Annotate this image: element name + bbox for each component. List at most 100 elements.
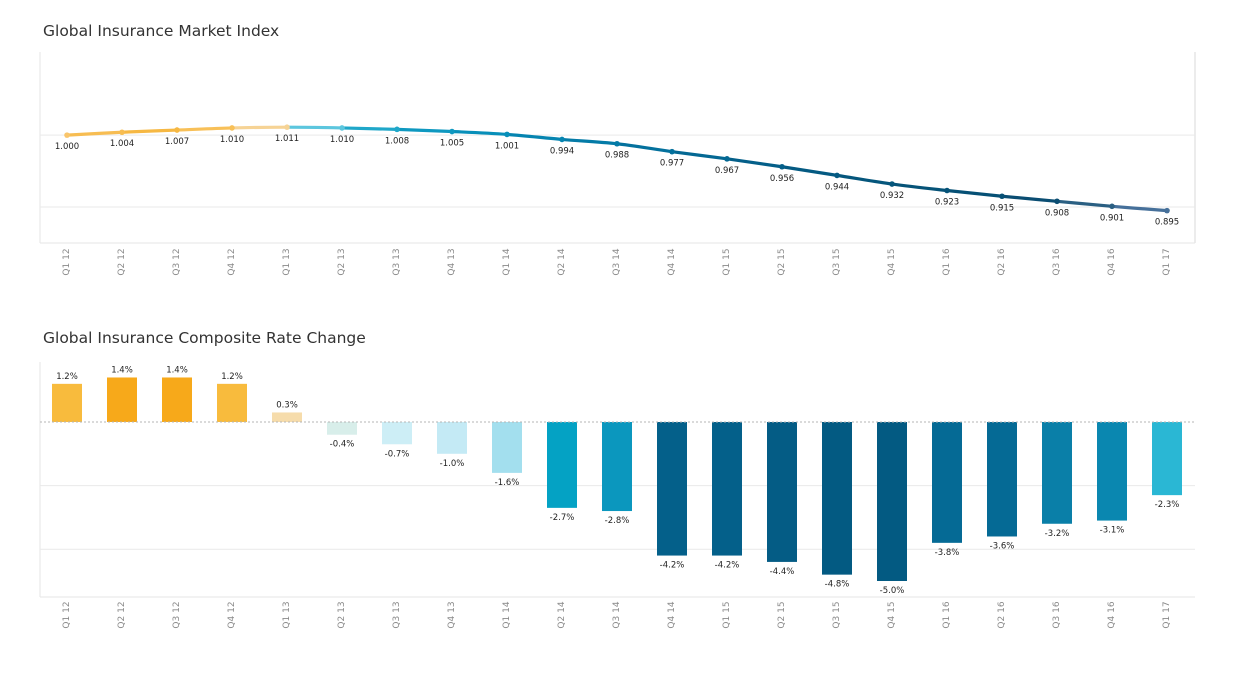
bar xyxy=(932,422,962,543)
bar xyxy=(272,412,302,422)
x-tick-label: Q2 16 xyxy=(997,601,1007,628)
x-tick-label: Q4 14 xyxy=(667,248,677,275)
x-tick-label: Q4 12 xyxy=(227,601,237,628)
line-point xyxy=(284,124,290,131)
bar-data-label: -0.7% xyxy=(385,449,410,459)
bar xyxy=(107,377,137,422)
bar-data-label: -1.0% xyxy=(440,459,465,469)
line-point xyxy=(944,187,950,194)
bar-data-label: -4.2% xyxy=(660,561,685,571)
line-series-segment xyxy=(230,125,289,130)
x-tick-label: Q1 17 xyxy=(1162,248,1172,275)
line-data-label: 0.895 xyxy=(1155,218,1179,228)
bar xyxy=(547,422,577,508)
x-tick-label: Q1 16 xyxy=(942,248,952,275)
line-series-segment xyxy=(890,182,949,193)
bar-data-label: -3.6% xyxy=(990,541,1015,551)
bar-data-label: -4.4% xyxy=(770,567,795,577)
line-series-segment xyxy=(725,157,784,169)
line-chart-title: Global Insurance Market Index xyxy=(43,22,280,40)
bar xyxy=(822,422,852,575)
line-series-segment xyxy=(780,165,839,177)
x-tick-label: Q1 14 xyxy=(502,601,512,628)
line-point xyxy=(504,131,510,138)
bar xyxy=(767,422,797,562)
x-tick-label: Q1 17 xyxy=(1162,601,1172,628)
line-data-label: 0.967 xyxy=(715,166,739,176)
line-series-segment xyxy=(340,126,399,131)
bar xyxy=(382,422,412,445)
bar xyxy=(877,422,907,581)
line-data-label: 0.915 xyxy=(990,203,1014,213)
bar xyxy=(327,422,357,435)
line-data-label: 0.908 xyxy=(1045,208,1069,218)
bar xyxy=(217,383,247,422)
line-point xyxy=(724,156,730,162)
line-series-segment xyxy=(505,132,564,142)
x-tick-label: Q3 13 xyxy=(392,601,402,628)
line-point xyxy=(174,127,180,133)
line-data-label: 0.988 xyxy=(605,151,629,161)
x-tick-label: Q4 16 xyxy=(1107,248,1117,275)
bar-data-label: -3.8% xyxy=(935,548,960,558)
market-index-line-chart: 1.000 Q1 12 1.004 Q2 12 1.007 Q3 12 1.010 Q4 12… xyxy=(39,52,1196,276)
line-point xyxy=(779,163,785,170)
line-point xyxy=(64,132,70,138)
line-data-label: 1.010 xyxy=(330,135,354,145)
bar-data-label: -3.2% xyxy=(1045,529,1070,539)
bar-data-label: -2.8% xyxy=(605,516,630,526)
x-tick-label: Q3 16 xyxy=(1052,248,1062,275)
x-tick-label: Q3 13 xyxy=(392,248,402,275)
bar-data-label: -0.4% xyxy=(330,440,355,450)
x-tick-label: Q4 13 xyxy=(447,601,457,628)
line-series-segment xyxy=(1000,194,1059,203)
bar xyxy=(1152,422,1182,496)
line-data-label: 0.923 xyxy=(935,197,959,207)
bar xyxy=(1097,422,1127,521)
x-tick-label: Q2 15 xyxy=(777,248,787,275)
line-data-label: 0.994 xyxy=(550,146,574,156)
x-tick-label: Q1 13 xyxy=(282,248,292,275)
x-tick-label: Q1 15 xyxy=(722,248,732,275)
bar-data-label: 1.4% xyxy=(166,365,188,375)
line-point xyxy=(889,181,895,187)
bar xyxy=(602,422,632,512)
line-point xyxy=(449,128,455,135)
line-data-label: 0.932 xyxy=(880,191,904,201)
bar xyxy=(492,422,522,473)
line-data-label: 1.010 xyxy=(220,135,244,145)
line-point xyxy=(229,125,235,131)
line-point xyxy=(1054,198,1060,205)
line-point xyxy=(999,193,1005,200)
bar-data-label: -5.0% xyxy=(880,586,905,596)
line-data-label: 1.001 xyxy=(495,141,519,151)
line-series-segment xyxy=(835,173,894,186)
bar xyxy=(1042,422,1072,524)
x-tick-label: Q1 14 xyxy=(502,248,512,275)
x-tick-label: Q2 16 xyxy=(997,248,1007,275)
bar xyxy=(712,422,742,556)
x-tick-label: Q4 16 xyxy=(1107,601,1117,628)
bar-data-label: -2.7% xyxy=(550,513,575,523)
bar-data-label: 1.2% xyxy=(56,372,78,382)
line-series-segment xyxy=(395,127,454,134)
line-series-segment xyxy=(285,125,344,130)
line-series-segment xyxy=(1110,204,1169,213)
line-series-segment xyxy=(450,129,509,136)
bar-data-label: -2.3% xyxy=(1155,500,1180,510)
x-tick-label: Q2 13 xyxy=(337,601,347,628)
x-tick-label: Q1 12 xyxy=(62,248,72,275)
bar-chart-title: Global Insurance Composite Rate Change xyxy=(43,329,366,347)
x-tick-label: Q4 12 xyxy=(227,248,237,275)
x-tick-label: Q3 14 xyxy=(612,601,622,628)
line-series-segment xyxy=(175,126,234,132)
x-tick-label: Q4 15 xyxy=(887,601,897,628)
line-data-label: 1.008 xyxy=(385,136,409,146)
x-tick-label: Q2 12 xyxy=(117,601,127,628)
line-point xyxy=(119,129,125,136)
line-point xyxy=(834,172,840,179)
x-tick-label: Q1 15 xyxy=(722,601,732,628)
x-tick-label: Q3 16 xyxy=(1052,601,1062,628)
bar xyxy=(52,383,82,422)
